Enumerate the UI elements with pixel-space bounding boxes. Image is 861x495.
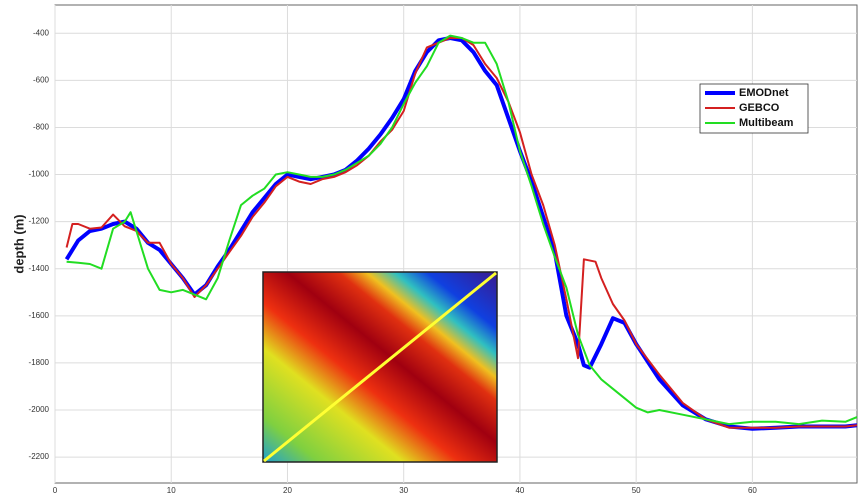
y-tick-label: -800: [33, 123, 50, 132]
legend-label: GEBCO: [739, 102, 780, 114]
y-tick-label: -2200: [29, 452, 50, 461]
y-tick-label: -1800: [29, 358, 50, 367]
x-tick-label: 0: [53, 486, 58, 495]
y-axis-label: depth (m): [11, 214, 26, 273]
x-tick-label: 30: [399, 486, 408, 495]
x-tick-label: 20: [283, 486, 292, 495]
y-tick-label: -600: [33, 75, 50, 84]
x-tick-label: 50: [632, 486, 641, 495]
inset-map: [263, 272, 497, 462]
x-tick-label: 40: [515, 486, 524, 495]
y-tick-label: -2000: [29, 405, 50, 414]
y-tick-label: -1000: [29, 170, 50, 179]
legend-label: EMODnet: [739, 87, 789, 99]
x-tick-label: 60: [748, 486, 757, 495]
x-tick-label: 10: [167, 486, 176, 495]
legend-label: Multibeam: [739, 117, 794, 129]
chart: -2200 -2000 -1800 -1600 -1400 -1200 -1000 -800 -…: [0, 0, 861, 495]
y-tick-label: -1400: [29, 264, 50, 273]
y-tick-label: -400: [33, 28, 50, 37]
y-tick-label: -1600: [29, 311, 50, 320]
y-tick-label: -1200: [29, 217, 50, 226]
